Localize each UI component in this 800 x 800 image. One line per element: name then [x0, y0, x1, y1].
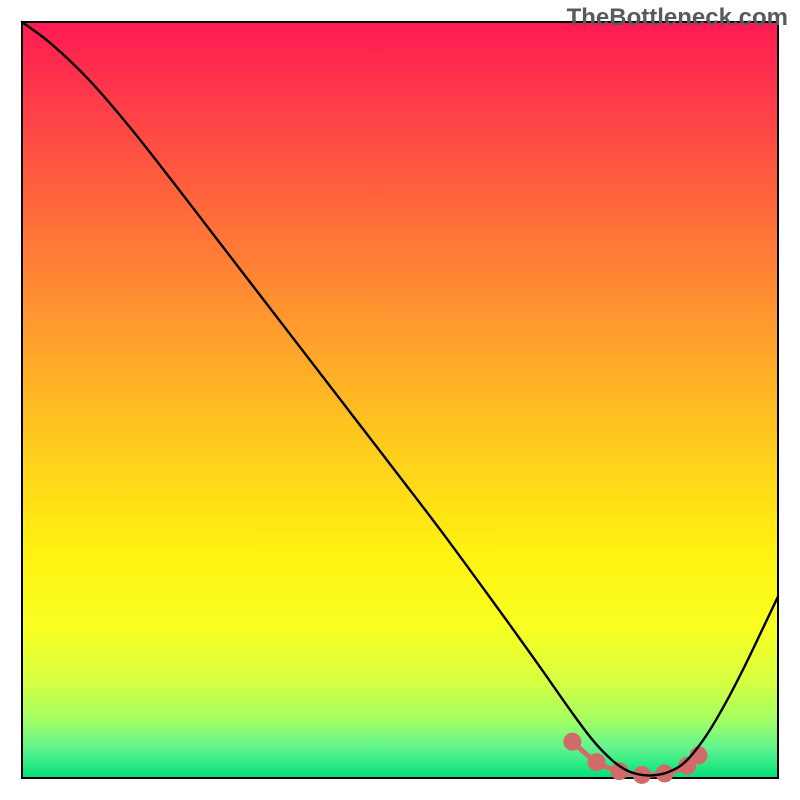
chart-svg [0, 0, 800, 800]
bottleneck-chart: TheBottleneck.com [0, 0, 800, 800]
marker-dot [563, 733, 581, 751]
watermark-text: TheBottleneck.com [567, 4, 788, 32]
marker-dot [588, 753, 606, 771]
